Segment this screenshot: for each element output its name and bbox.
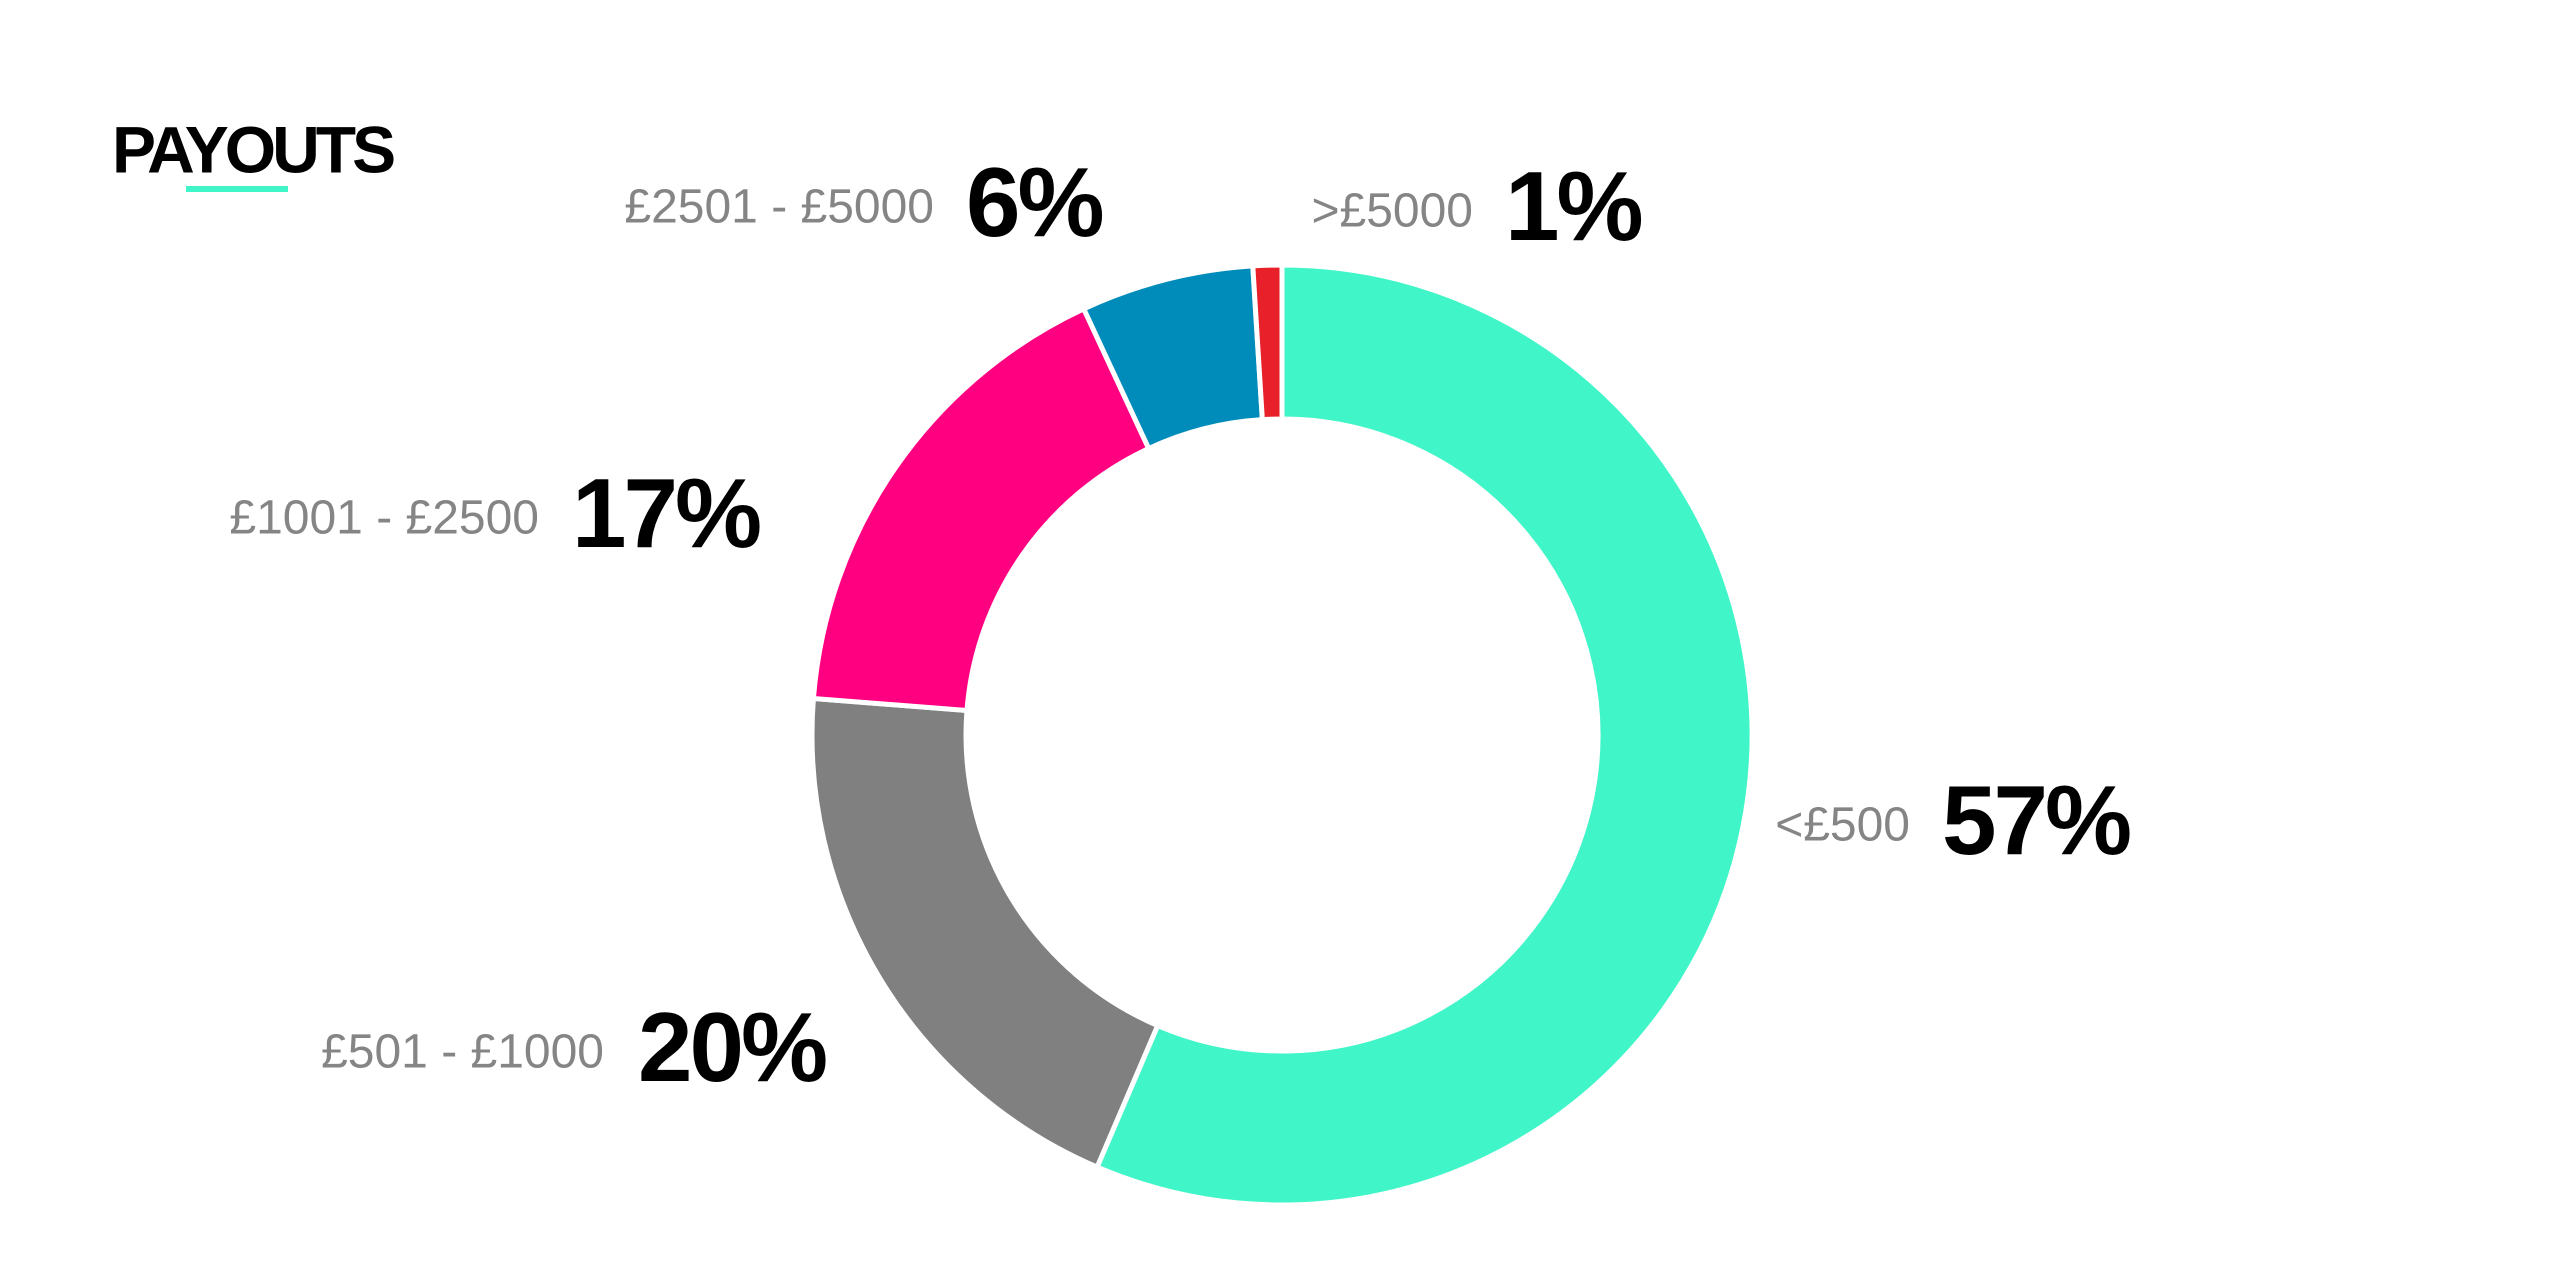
donut <box>809 262 1755 1208</box>
value-label: 20% <box>638 992 826 1102</box>
donut-slice <box>810 305 1153 714</box>
category-label: £1001 - £2500 <box>229 492 539 545</box>
chart-title: PAYOUTS <box>112 112 394 186</box>
category-label: <£500 <box>1775 799 1910 852</box>
donut-slice <box>1250 262 1285 423</box>
donut-slice <box>1093 262 1755 1208</box>
category-label: £2501 - £5000 <box>624 181 934 234</box>
value-label: 6% <box>966 147 1103 257</box>
value-label: 1% <box>1505 151 1642 261</box>
donut-slice <box>809 695 1161 1171</box>
category-label: £501 - £1000 <box>321 1026 604 1079</box>
value-label: 17% <box>572 458 760 568</box>
value-label: 57% <box>1942 765 2130 875</box>
title-underline <box>186 186 288 192</box>
category-label: >£5000 <box>1311 185 1473 238</box>
